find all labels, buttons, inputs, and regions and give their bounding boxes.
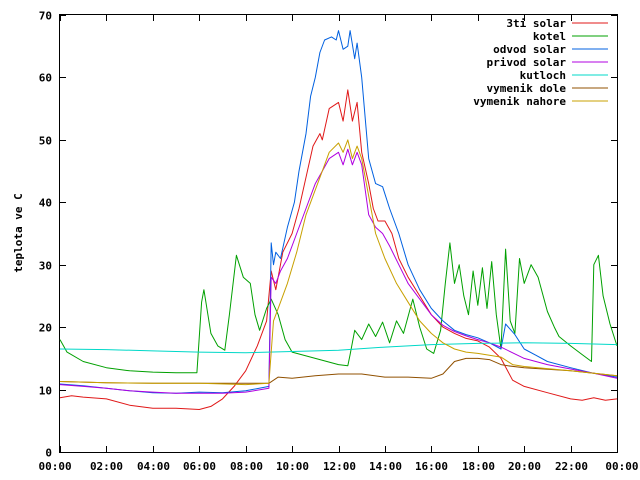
plot-frame [59, 14, 618, 453]
series-line-3ti-solar [59, 89, 618, 410]
series-line-vymenik-nahore [59, 139, 618, 386]
series-line-vymenik-dole [59, 357, 618, 384]
x-tick-label: 18:00 [462, 460, 495, 473]
y-tick-label: 10 [39, 385, 52, 398]
y-tick-label: 50 [39, 135, 52, 148]
y-tick-label: 0 [45, 447, 52, 460]
legend-label: odvod solar [493, 43, 566, 56]
series-line-privod-solar [59, 148, 618, 394]
x-tick-label: 16:00 [415, 460, 448, 473]
y-axis-label: teplota ve C [12, 193, 25, 272]
x-tick-label: 08:00 [230, 460, 263, 473]
x-tick-label: 10:00 [276, 460, 309, 473]
series-line-kutloch [59, 342, 618, 354]
y-tick-label: 30 [39, 260, 52, 273]
series-line-odvod-solar [59, 30, 618, 394]
axis-ticks [60, 15, 618, 453]
legend-label: vymenik dole [487, 82, 567, 95]
x-tick-label: 00:00 [39, 460, 72, 473]
y-tick-label: 40 [39, 197, 52, 210]
legend-label: kotel [533, 30, 566, 43]
y-tick-labels: 0 10 20 30 40 50 60 70 [39, 10, 52, 460]
legend-label: kutloch [520, 69, 566, 82]
y-tick-label: 70 [39, 10, 52, 23]
x-tick-label: 20:00 [508, 460, 541, 473]
y-tick-label: 60 [39, 72, 52, 85]
legend-label: 3ti solar [506, 17, 566, 30]
x-tick-label: 12:00 [323, 460, 356, 473]
legend-label: privod solar [487, 56, 567, 69]
x-tick-label: 00:00 [605, 460, 638, 473]
y-tick-label: 20 [39, 322, 52, 335]
x-tick-label: 22:00 [555, 460, 588, 473]
x-tick-label: 14:00 [369, 460, 402, 473]
legend-label: vymenik nahore [473, 95, 566, 108]
x-tick-labels: 00:00 02:00 04:00 06:00 08:00 10:00 12:00 14:00… [39, 460, 639, 473]
x-tick-label: 04:00 [137, 460, 170, 473]
x-tick-label: 06:00 [183, 460, 216, 473]
series-lines [59, 30, 618, 410]
x-tick-label: 02:00 [90, 460, 123, 473]
series-line-kotel [59, 242, 618, 374]
